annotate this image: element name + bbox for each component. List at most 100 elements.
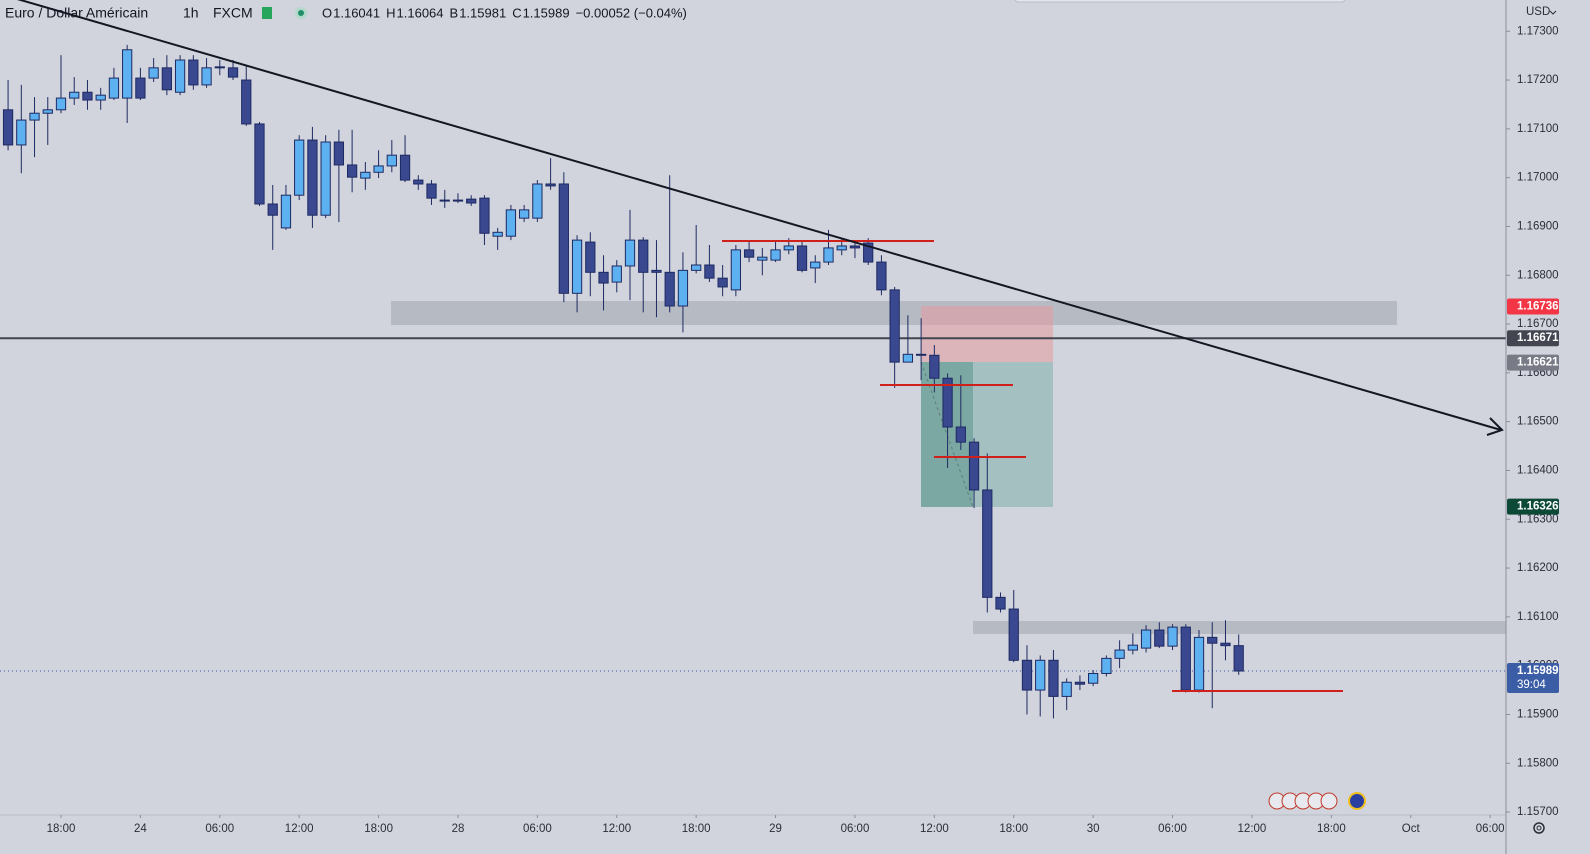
candle-body	[386, 154, 397, 167]
symbol: Euro / Dollar Américain	[5, 5, 148, 21]
currency-chevron[interactable]	[1549, 10, 1557, 15]
candle-body	[174, 59, 186, 93]
candle-body	[333, 141, 345, 166]
x-tick-label: 28	[452, 823, 465, 835]
candle-body	[1127, 644, 1138, 651]
x-tick-label: 06:00	[1476, 823, 1505, 835]
candle-body	[757, 256, 768, 261]
candle-body	[466, 198, 477, 204]
stop-zone	[921, 306, 1053, 362]
candle-body	[2, 109, 14, 146]
price-badges: 1.16736 1.16671 1.16621 1.16326 1.15989 39:04	[1507, 298, 1559, 694]
candle-body	[346, 164, 358, 178]
x-tick-label: 18:00	[364, 823, 393, 835]
settings-icon[interactable]	[1533, 822, 1545, 834]
position-path	[920, 361, 974, 508]
candle-body	[294, 139, 305, 196]
candle-body	[995, 596, 1006, 610]
candle-body	[1140, 629, 1152, 649]
candle-body	[82, 91, 93, 101]
top-panel	[1014, 0, 1346, 3]
price-badge	[1507, 498, 1559, 515]
candle-body	[201, 67, 212, 86]
candle-body	[479, 197, 490, 234]
candle-body	[823, 247, 834, 263]
price-badge	[1507, 298, 1559, 315]
event-icon[interactable]	[1348, 792, 1366, 810]
candle-body	[1193, 636, 1205, 691]
candle-body	[955, 426, 966, 443]
x-tick-label: 18:00	[682, 823, 711, 835]
candle-body	[1035, 659, 1046, 691]
x-tick-label: 29	[769, 823, 782, 835]
candle-body	[929, 354, 940, 379]
x-tick-label: 12:00	[602, 823, 631, 835]
candle-body	[505, 209, 517, 237]
candle-body	[677, 269, 689, 307]
event-icons	[1268, 792, 1366, 810]
x-axis: 18:00 24 06:00 12:00 18:00 28 06:00 12:00 18:00 2…	[47, 815, 1505, 835]
candle-body	[810, 261, 821, 269]
ohlc-value: 1.15989	[523, 5, 570, 20]
candle-body	[651, 269, 662, 273]
candle-body	[1114, 649, 1125, 659]
y-tick-label: 1.16800	[1517, 269, 1559, 281]
candle-body	[320, 141, 331, 216]
candle-body	[1061, 681, 1072, 697]
candle-body	[836, 245, 847, 251]
x-tick-label: 18:00	[999, 823, 1028, 835]
candle-body	[915, 353, 927, 356]
ohlc-label: H	[386, 5, 395, 20]
candle-body	[1207, 636, 1218, 644]
x-tick-label: 06:00	[205, 823, 234, 835]
candle-body	[942, 377, 953, 428]
candle-body	[770, 249, 781, 261]
candle-body	[968, 441, 980, 491]
candle-body	[730, 249, 741, 291]
candle-body	[796, 245, 808, 271]
x-tick-label: 06:00	[1158, 823, 1187, 835]
x-tick-label: Oct	[1402, 823, 1421, 835]
x-tick-label: 18:00	[47, 823, 76, 835]
levels	[0, 337, 1506, 672]
candle-body	[267, 203, 278, 216]
gear-center[interactable]	[1536, 825, 1542, 831]
candle-body	[1048, 659, 1059, 697]
candle-body	[214, 66, 225, 69]
candle-body	[42, 109, 53, 114]
candle-body	[1074, 681, 1086, 685]
candle-body	[439, 199, 450, 202]
candle-body	[585, 241, 596, 273]
ohlc-label: C	[512, 5, 521, 20]
y-tick-label: 1.17300	[1517, 25, 1559, 37]
currency[interactable]: USD	[1526, 6, 1550, 18]
flag-icon[interactable]	[262, 7, 272, 19]
trend-arrow	[1486, 417, 1504, 436]
candle-body	[1101, 657, 1112, 674]
candle-body	[889, 289, 900, 363]
price-badge-label: 1.16326	[1517, 501, 1559, 513]
ohlc-value: 1.15981	[459, 5, 506, 20]
candle-body	[241, 79, 252, 125]
header: Euro / Dollar Américain 1h FXCM O 1.16041…	[5, 5, 687, 21]
candle-body	[704, 264, 715, 279]
x-tick-label: 12:00	[1238, 823, 1267, 835]
candle-body	[413, 179, 424, 185]
countdown: 39:04	[1517, 679, 1546, 691]
candle-body	[492, 231, 503, 237]
gear[interactable]	[1533, 822, 1545, 834]
event-icon[interactable]	[1320, 792, 1338, 810]
price-badge	[1507, 354, 1559, 371]
price-badge-label: 1.16736	[1517, 301, 1559, 313]
candle-body	[426, 183, 437, 199]
candle-body	[280, 194, 292, 229]
candle-body	[743, 249, 755, 258]
candle-body	[227, 67, 239, 78]
candle-body	[558, 183, 569, 294]
candle-body	[55, 97, 67, 111]
y-tick-label: 1.16300	[1517, 513, 1559, 525]
candle-body	[307, 139, 318, 216]
zone	[973, 621, 1506, 634]
candle-body	[1154, 629, 1165, 647]
